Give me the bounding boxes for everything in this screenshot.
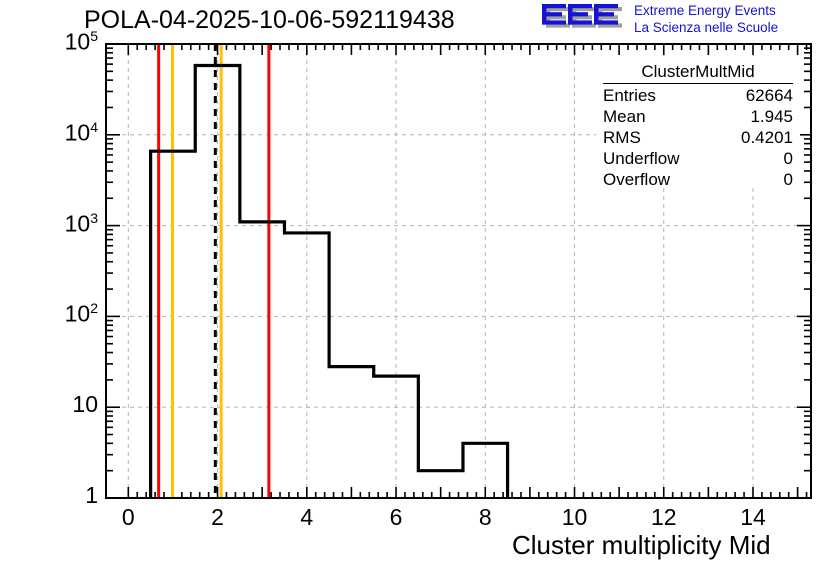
eee-logo: Extreme Energy Events La Scienza nelle S… (540, 2, 830, 38)
stats-row-value: 1.945 (750, 107, 793, 126)
x-tick-label-2: 2 (211, 504, 224, 530)
histogram-step-line (149, 63, 510, 498)
stats-box-title: ClusterMultMid (603, 61, 793, 84)
stats-row-value: 62664 (745, 86, 793, 105)
x-tick-label-12: 12 (650, 504, 677, 530)
y-tick-label-100000: 105 (64, 28, 98, 55)
stats-row-value: 0.4201 (741, 128, 793, 147)
stats-row-key: Overflow (603, 170, 671, 189)
stats-row: Overflow 0 (597, 169, 799, 190)
x-tick-label-14: 14 (740, 504, 766, 530)
stats-box: ClusterMultMid Entries 62664 Mean 1.945 RMS 0… (596, 60, 800, 190)
stats-row: Entries 62664 (597, 85, 799, 106)
stats-row-key: Underflow (603, 149, 680, 168)
stats-row-value: 0 (783, 170, 793, 189)
y-tick-label-10000: 104 (64, 118, 98, 146)
stats-row-value: 0 (783, 149, 793, 168)
x-tick-label-8: 8 (478, 504, 492, 530)
marker-lines (157, 44, 271, 498)
stats-row: Mean 1.945 (597, 106, 799, 127)
x-tick-label-0: 0 (121, 504, 135, 530)
x-axis-title: Cluster multiplicity Mid (512, 530, 771, 560)
x-tick-label-10: 10 (561, 504, 588, 530)
eee-logo-text: Extreme Energy Events La Scienza nelle S… (634, 2, 778, 36)
stats-row: RMS 0.4201 (597, 127, 799, 148)
stats-row-key: RMS (603, 128, 641, 147)
y-tick-label-1000: 103 (64, 209, 98, 237)
x-tick-label-4: 4 (300, 504, 314, 530)
y-tick-label-100: 102 (64, 300, 98, 328)
stats-row-key: Entries (603, 86, 656, 105)
stats-row-key: Mean (603, 107, 646, 126)
stats-row: Underflow 0 (597, 148, 799, 169)
x-tick-label-6: 6 (389, 504, 403, 530)
page-title: POLA-04-2025-10-06-592119438 (84, 6, 455, 34)
y-tick-label-1: 1 (85, 482, 98, 508)
plot-frame (105, 43, 812, 499)
eee-logo-line2: La Scienza nelle Scuole (634, 20, 779, 35)
y-tick-label-10: 10 (72, 391, 98, 418)
stats-box-rows: Entries 62664 Mean 1.945 RMS 0.4201 Underflow 0… (597, 85, 799, 190)
eee-logo-mark-icon (542, 4, 622, 28)
eee-logo-line1: Extreme Energy Events (634, 3, 776, 18)
